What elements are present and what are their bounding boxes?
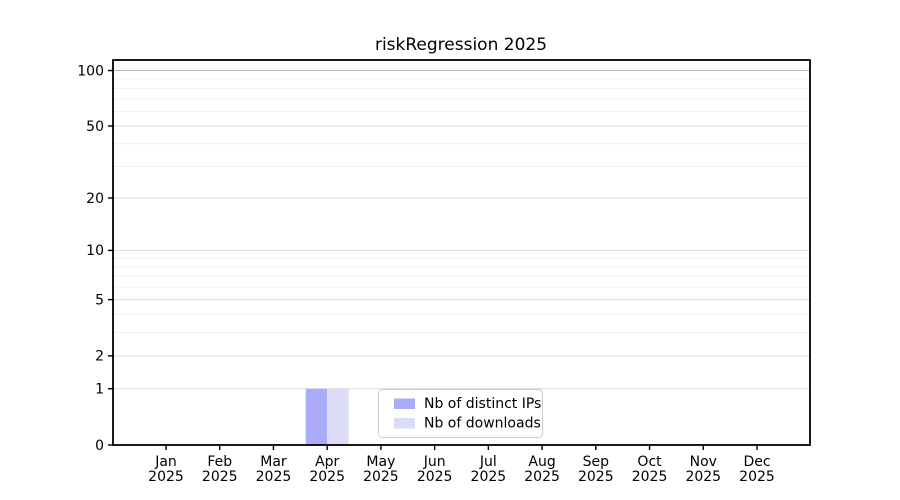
x-tick-label: Oct xyxy=(637,454,662,470)
x-tick-label: Nov xyxy=(690,454,717,470)
x-tick-label: 2025 xyxy=(417,469,453,485)
x-tick-label: 2025 xyxy=(471,469,507,485)
x-tick-label: 2025 xyxy=(578,469,614,485)
y-tick-label: 5 xyxy=(95,292,104,308)
y-tick-label: 50 xyxy=(86,119,104,135)
y-tick-label: 100 xyxy=(77,63,104,79)
y-tick-label: 1 xyxy=(95,382,104,398)
legend-swatch-downloads xyxy=(394,418,415,429)
x-tick-label: Jul xyxy=(479,454,497,470)
x-tick-label: 2025 xyxy=(524,469,560,485)
legend-label-distinct-ips: Nb of distinct IPs xyxy=(424,396,541,412)
legend-swatch-distinct-ips xyxy=(394,398,415,409)
x-tick-label: 2025 xyxy=(148,469,184,485)
x-tick-label: 2025 xyxy=(309,469,345,485)
y-tick-label: 10 xyxy=(86,243,104,259)
chart-title: riskRegression 2025 xyxy=(375,35,547,55)
bars xyxy=(305,388,349,445)
y-tick-label: 20 xyxy=(86,191,104,207)
x-tick-label: 2025 xyxy=(632,469,668,485)
legend-label-downloads: Nb of downloads xyxy=(424,416,541,432)
gridlines-major xyxy=(113,70,810,390)
x-tick-label: Mar xyxy=(260,454,287,470)
x-tick-label: 2025 xyxy=(739,469,775,485)
x-tick-label: May xyxy=(366,454,395,470)
x-tick-label: Jun xyxy=(423,454,446,470)
legend: Nb of distinct IPs Nb of downloads xyxy=(378,389,543,438)
x-tick-label: 2025 xyxy=(685,469,721,485)
x-tick-label: Sep xyxy=(583,454,610,470)
x-tick-label: Jan xyxy=(154,454,177,470)
legend-box xyxy=(378,389,543,438)
bar-nb-of-downloads xyxy=(327,388,349,445)
bar-nb-of-distinct-ips xyxy=(305,388,328,445)
x-tick-label: 2025 xyxy=(363,469,399,485)
x-tick-label: Aug xyxy=(528,454,555,470)
y-tick-label: 2 xyxy=(95,349,104,365)
axes: 0125102050100Jan2025Feb2025Mar2025Apr202… xyxy=(77,63,775,485)
y-tick-label: 0 xyxy=(95,438,104,454)
x-tick-label: Dec xyxy=(743,454,770,470)
x-tick-label: 2025 xyxy=(202,469,238,485)
x-tick-label: Apr xyxy=(315,454,339,470)
x-tick-label: 2025 xyxy=(256,469,292,485)
plot-border xyxy=(112,59,811,446)
x-tick-label: Feb xyxy=(207,454,232,470)
gridlines-minor xyxy=(113,78,810,334)
